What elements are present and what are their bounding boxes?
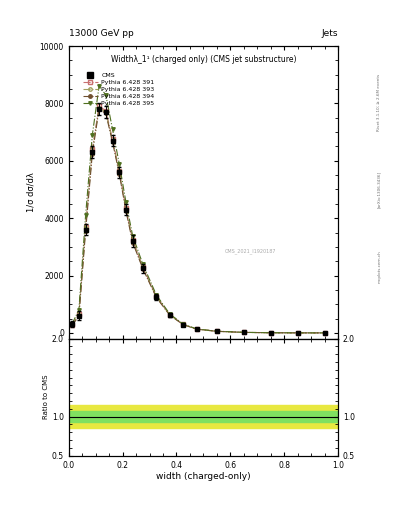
Text: [arXiv:1306.3436]: [arXiv:1306.3436]	[377, 171, 381, 208]
Y-axis label: 1/σ dσ/dλ: 1/σ dσ/dλ	[26, 173, 35, 212]
Text: Rivet 3.1.10; ≥ 2.6M events: Rivet 3.1.10; ≥ 2.6M events	[377, 74, 381, 131]
Text: mcplots.cern.ch: mcplots.cern.ch	[377, 250, 381, 283]
Text: Widthλ_1¹ (charged only) (CMS jet substructure): Widthλ_1¹ (charged only) (CMS jet substr…	[110, 55, 296, 64]
Legend: CMS, Pythia 6.428 391, Pythia 6.428 393, Pythia 6.428 394, Pythia 6.428 395: CMS, Pythia 6.428 391, Pythia 6.428 393,…	[83, 73, 155, 106]
Y-axis label: Ratio to CMS: Ratio to CMS	[43, 375, 49, 419]
Text: Jets: Jets	[321, 29, 338, 38]
Text: CMS_2021_I1920187: CMS_2021_I1920187	[225, 248, 276, 254]
Text: 13000 GeV pp: 13000 GeV pp	[69, 29, 134, 38]
X-axis label: width (charged-only): width (charged-only)	[156, 472, 251, 481]
